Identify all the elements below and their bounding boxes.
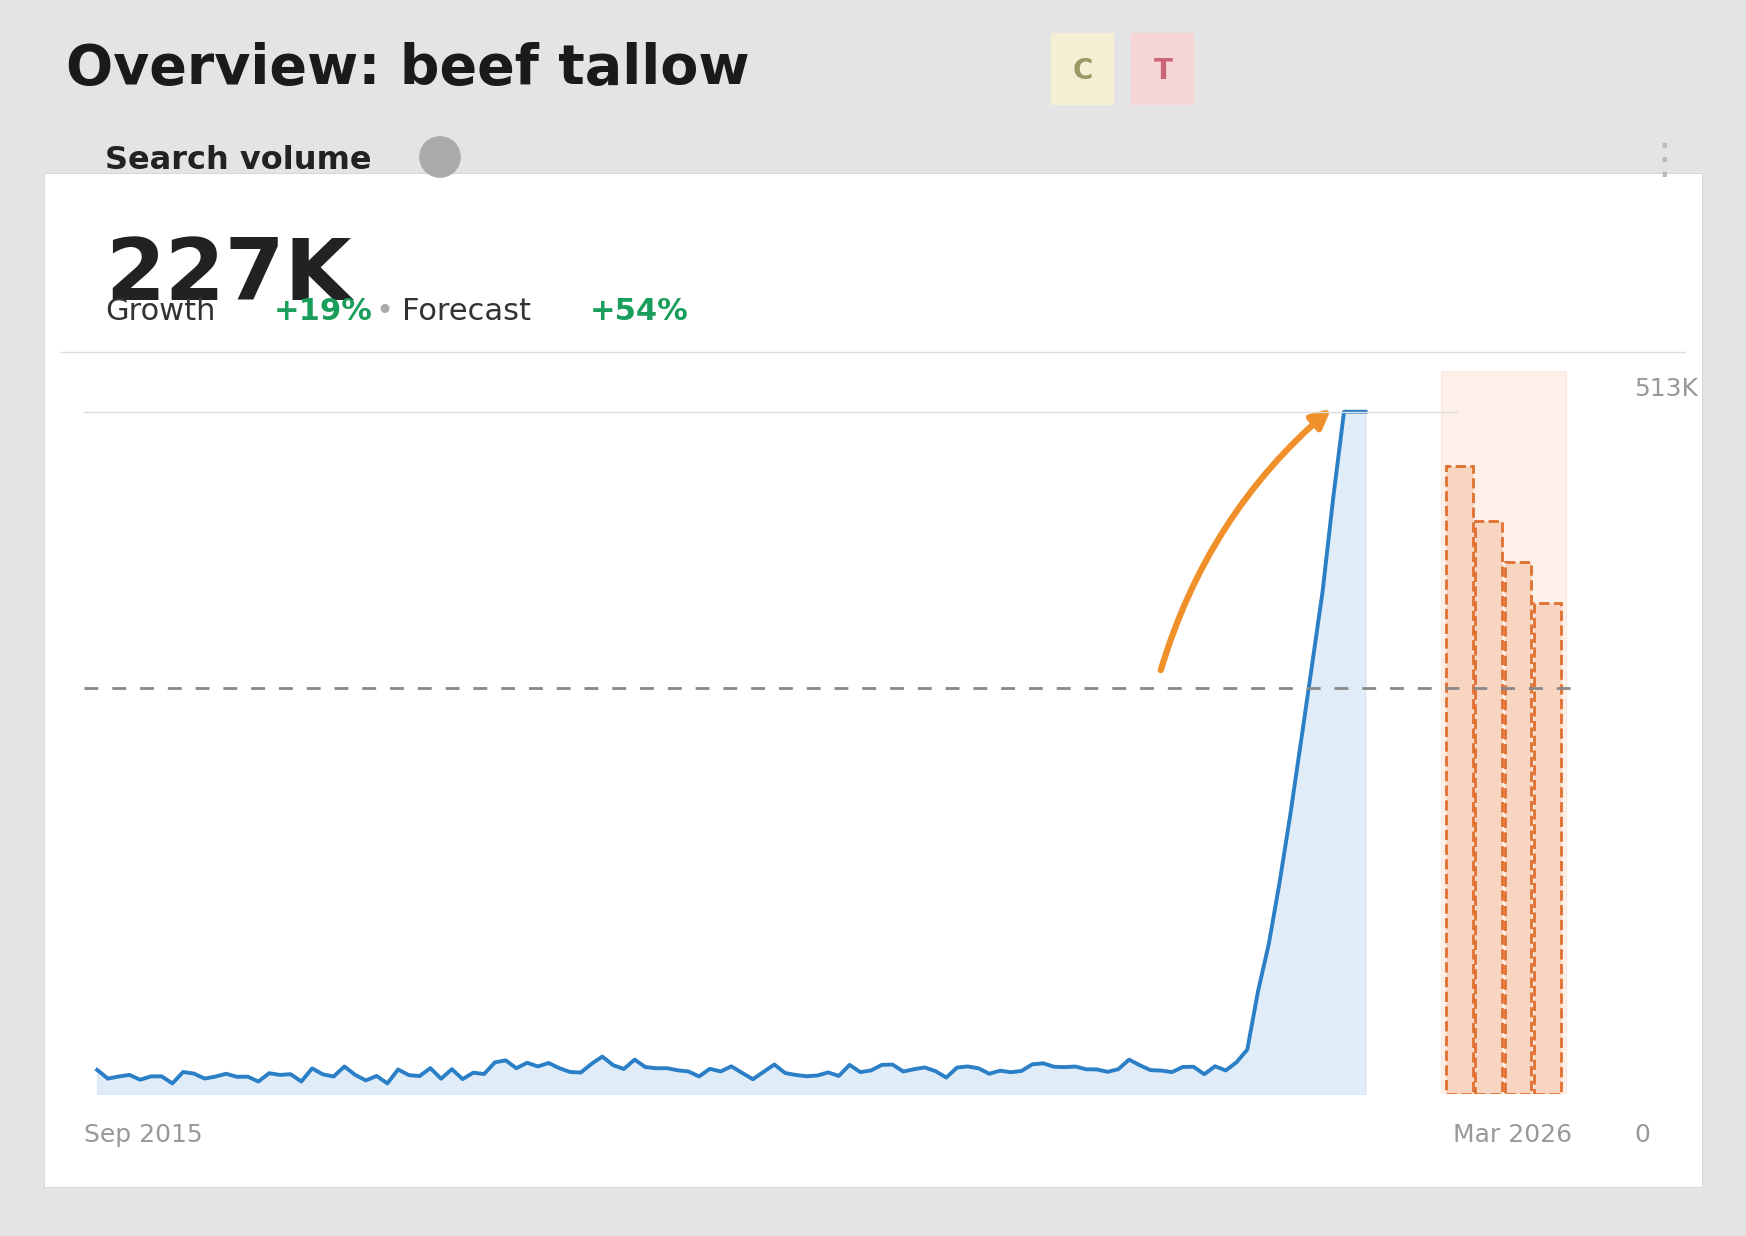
- Bar: [1440, 371, 1566, 1094]
- Text: Mar 2026: Mar 2026: [1453, 1122, 1571, 1147]
- Text: +54%: +54%: [590, 297, 690, 326]
- Text: C: C: [1072, 57, 1093, 84]
- Text: Growth: Growth: [105, 297, 215, 326]
- Bar: [1446, 466, 1472, 1094]
- Text: 0: 0: [1634, 1122, 1650, 1147]
- Text: ⋮: ⋮: [1643, 140, 1685, 182]
- Text: Forecast: Forecast: [402, 297, 531, 326]
- Bar: [1535, 603, 1561, 1094]
- Text: 513K: 513K: [1634, 377, 1699, 402]
- Bar: [1475, 520, 1502, 1094]
- Text: Sep 2015: Sep 2015: [84, 1122, 203, 1147]
- Text: +19%: +19%: [274, 297, 374, 326]
- Text: Search volume: Search volume: [105, 145, 372, 177]
- Text: Overview: beef tallow: Overview: beef tallow: [66, 42, 751, 96]
- Text: T: T: [1154, 57, 1172, 84]
- Text: 227K: 227K: [105, 235, 351, 318]
- Text: ?: ?: [435, 150, 445, 168]
- Text: •: •: [375, 297, 393, 326]
- Circle shape: [419, 137, 461, 177]
- Bar: [1505, 562, 1531, 1094]
